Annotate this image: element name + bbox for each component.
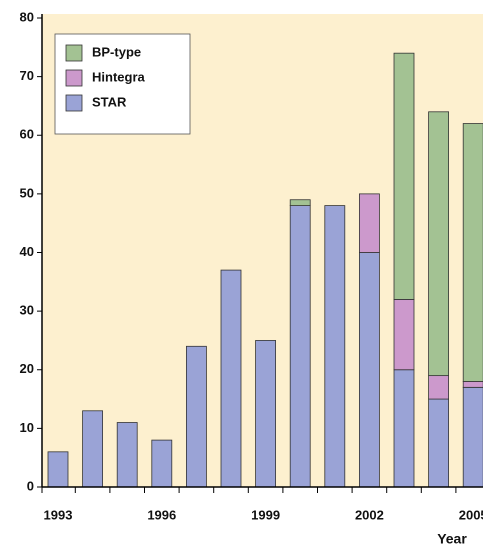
legend-label: BP-type	[92, 44, 141, 59]
bar-segment	[324, 205, 346, 488]
x-tick-label: 1999	[251, 507, 280, 522]
bar-segment	[462, 381, 483, 388]
y-tick-label: 20	[20, 361, 34, 376]
legend-label: Hintegra	[92, 69, 146, 84]
bar-segment	[428, 375, 450, 400]
y-tick-label: 50	[20, 185, 34, 200]
bar-segment	[255, 340, 277, 488]
bar-segment	[289, 199, 311, 207]
bar-segment	[393, 369, 415, 488]
bar-segment	[393, 298, 415, 371]
bar-segment	[428, 398, 450, 488]
bar-segment	[220, 269, 242, 488]
bar-segment	[82, 410, 103, 488]
bar-segment	[393, 52, 415, 300]
legend-swatch	[65, 69, 83, 87]
y-tick-label: 10	[20, 420, 34, 435]
bar-segment	[185, 345, 207, 488]
y-tick-label: 30	[20, 303, 34, 318]
bar-segment	[358, 252, 380, 488]
bar-segment	[47, 451, 69, 488]
bar-segment	[289, 205, 311, 488]
y-tick-label: 60	[20, 127, 34, 142]
bar-segment	[116, 422, 138, 488]
x-axis-label: Year	[437, 531, 467, 547]
bar-segment	[358, 193, 380, 253]
x-tick-label: 2005	[459, 507, 483, 522]
bar-segment	[462, 123, 483, 382]
x-tick-label: 2002	[355, 507, 384, 522]
legend-swatch	[65, 44, 83, 62]
x-tick-label: 1996	[147, 507, 176, 522]
y-tick-label: 0	[27, 478, 34, 493]
bar-segment	[462, 386, 483, 488]
legend-swatch	[65, 94, 83, 112]
bar-segment	[428, 111, 450, 377]
bar-segment	[151, 439, 173, 488]
y-tick-label: 80	[20, 9, 34, 24]
y-tick-label: 70	[20, 68, 34, 83]
x-tick-label: 1993	[44, 507, 73, 522]
legend-label: STAR	[92, 94, 127, 109]
y-tick-label: 40	[20, 244, 34, 259]
